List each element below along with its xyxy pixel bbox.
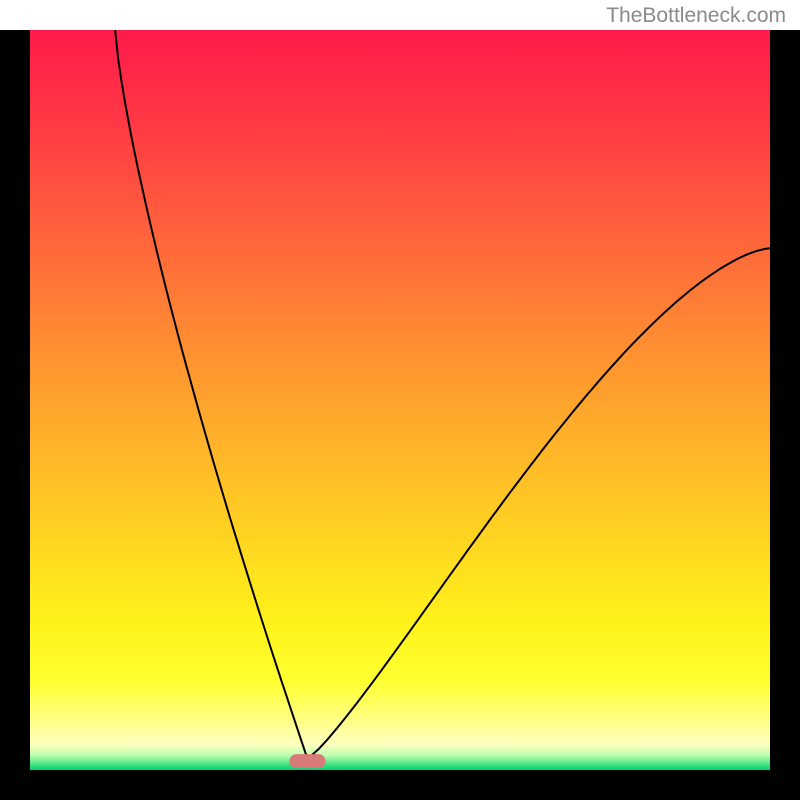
minimum-marker	[290, 754, 326, 768]
border-bottom	[0, 770, 800, 800]
bottleneck-chart	[0, 0, 800, 800]
plot-background	[30, 30, 770, 770]
border-right	[770, 30, 800, 800]
border-left	[0, 30, 30, 800]
chart-container: TheBottleneck.com	[0, 0, 800, 800]
watermark-text: TheBottleneck.com	[606, 4, 786, 28]
